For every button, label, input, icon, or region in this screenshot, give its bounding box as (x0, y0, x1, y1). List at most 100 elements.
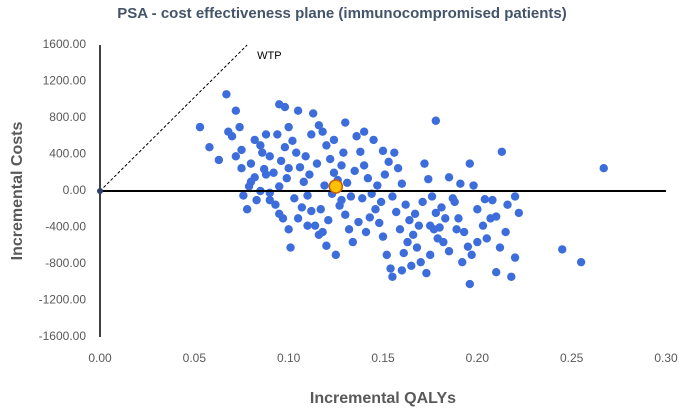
scatter-point (576, 257, 586, 267)
scatter-point (344, 225, 354, 234)
scatter-point (371, 205, 380, 214)
scatter-point (378, 146, 388, 156)
scatter-point (373, 181, 382, 190)
scatter-point (314, 121, 324, 130)
scatter-point (329, 135, 339, 145)
x-tick-label: 0.25 (560, 351, 584, 365)
scatter-point (256, 141, 265, 150)
scatter-point (350, 166, 359, 176)
scatter-point (301, 152, 310, 161)
scatter-point (318, 227, 327, 237)
scatter-point (242, 205, 252, 214)
scatter-point (599, 163, 608, 173)
scatter-point (237, 163, 246, 173)
scatter-point (342, 178, 352, 187)
scatter-point (356, 147, 365, 156)
scatter-point (416, 257, 425, 267)
scatter-point (420, 159, 429, 168)
scatter-point (284, 225, 293, 234)
scatter-point (361, 227, 371, 237)
scatter-point (308, 109, 318, 118)
scatter-point (422, 268, 431, 278)
scatter-point (405, 216, 414, 225)
wtp-line (99, 44, 248, 192)
scatter-point (224, 127, 233, 136)
scatter-point (397, 179, 407, 188)
y-tick-label: -400.00 (45, 220, 86, 234)
scatter-point (237, 145, 246, 155)
scatter-point (310, 221, 320, 230)
scatter-point (325, 154, 335, 164)
scatter-point (195, 122, 205, 132)
scatter-point (369, 135, 378, 145)
scatter-point (269, 168, 278, 177)
scatter-point (399, 248, 408, 258)
scatter-point (410, 209, 420, 219)
scatter-point (318, 127, 327, 136)
y-tick-label: -1600.00 (39, 329, 87, 343)
x-tick-label: 0.20 (466, 351, 490, 365)
scatter-point (388, 272, 397, 281)
y-tick-label: -1200.00 (39, 293, 87, 307)
x-tick-label: 0.00 (88, 351, 112, 365)
scatter-point (441, 214, 450, 223)
scatter-point (337, 161, 346, 170)
scatter-point (386, 264, 395, 273)
scatter-point (335, 201, 344, 210)
scatter-point (467, 250, 476, 260)
chart-title: PSA - cost effectiveness plane (immunoco… (117, 5, 567, 22)
scatter-point (261, 130, 271, 139)
y-tick-label: 0.00 (63, 183, 87, 197)
scatter-point (290, 194, 299, 203)
scatter-point (465, 279, 474, 289)
scatter-point (235, 122, 244, 132)
scatter-point (384, 157, 393, 166)
scatter-point (354, 217, 363, 227)
scatter-point (280, 143, 290, 152)
scatter-point (341, 118, 350, 127)
scatter-point (401, 200, 410, 209)
scatter-point (397, 266, 407, 275)
scatter-point (458, 257, 467, 267)
scatter-point (271, 200, 280, 209)
scatter-point (459, 227, 469, 237)
scatter-point (444, 173, 454, 182)
scatter-point (514, 208, 524, 218)
scatter-point (339, 148, 348, 157)
scatter-point (358, 194, 367, 203)
scatter-point (305, 170, 314, 179)
x-axis-label: Incremental QALYs (310, 390, 456, 407)
scatter-point (293, 214, 303, 223)
scatter-point (480, 195, 490, 204)
y-tick-label: 1200.00 (43, 74, 87, 88)
scatter-point (433, 234, 442, 243)
scatter-point (299, 177, 308, 187)
y-tick-label: 800.00 (49, 110, 86, 124)
scatter-point (392, 207, 401, 217)
scatter-point (380, 170, 390, 179)
scatter-point (307, 130, 316, 139)
scatter-point (275, 182, 284, 191)
scatter-point (431, 116, 441, 125)
mean-point (328, 179, 344, 194)
scatter-point (429, 225, 439, 234)
scatter-point (495, 243, 505, 252)
scatter-point (346, 192, 356, 201)
scatter-point (280, 102, 290, 112)
scatter-point (431, 208, 441, 218)
scatter-point (258, 148, 267, 157)
scatter-point (424, 174, 433, 184)
scatter-point (322, 141, 331, 150)
scatter-point (478, 221, 488, 230)
scatter-point (469, 181, 478, 190)
scatter-point (265, 152, 274, 161)
scatter-point (303, 221, 312, 230)
y-tick-label: -800.00 (45, 256, 86, 270)
scatter-point (282, 174, 291, 183)
scatter-point (341, 210, 350, 219)
scatter-point (501, 227, 510, 237)
scatter-point (284, 163, 293, 173)
scatter-point (322, 241, 331, 250)
scatter-point (507, 272, 516, 281)
scatter-point (320, 181, 329, 190)
